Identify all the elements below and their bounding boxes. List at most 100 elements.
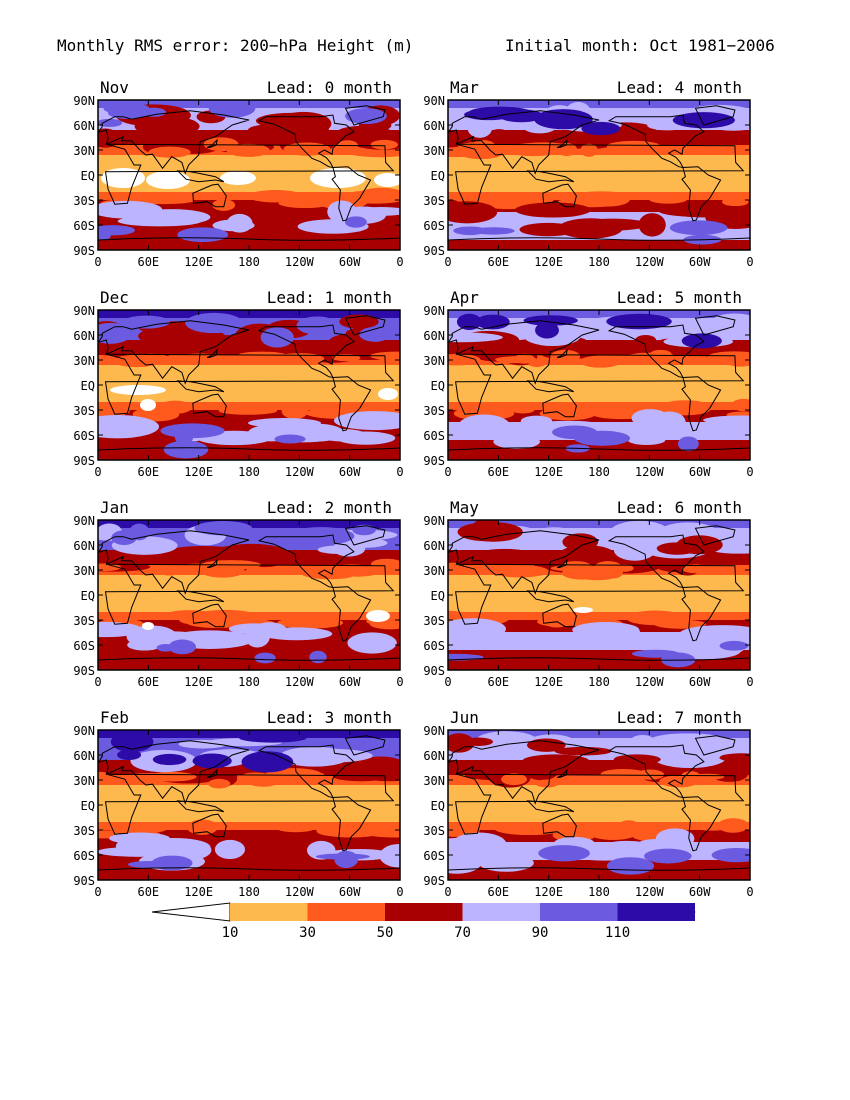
error-band — [98, 355, 400, 365]
lon-tick-label: 60E — [487, 675, 509, 689]
lon-tick-label: 60E — [487, 465, 509, 479]
error-blob — [208, 778, 231, 789]
lat-tick-label: 30N — [423, 774, 445, 788]
lat-tick-label: EQ — [81, 589, 95, 603]
error-blob — [655, 828, 695, 849]
figure-title-left: Monthly RMS error: 200−hPa Height (m) — [57, 36, 413, 55]
error-blob — [98, 322, 132, 344]
error-blob — [677, 436, 699, 452]
coastlines — [98, 105, 400, 241]
lat-tick-label: 30N — [423, 144, 445, 158]
error-blob — [501, 773, 528, 786]
error-blob — [514, 202, 591, 218]
lat-tick-label: EQ — [81, 799, 95, 813]
lat-tick-label: 90N — [423, 514, 445, 528]
colorbar-segment — [385, 903, 463, 921]
error-blob — [456, 313, 482, 331]
error-blob — [448, 733, 475, 753]
panel-month-label: Dec — [100, 288, 129, 307]
error-blob — [638, 213, 666, 237]
error-blob — [158, 567, 181, 576]
error-blob — [448, 851, 482, 874]
error-blob — [272, 529, 311, 539]
lat-tick-label: 60N — [73, 119, 95, 133]
lat-tick-label: 90S — [423, 454, 445, 468]
coastlines — [98, 315, 400, 451]
error-blob — [467, 118, 493, 138]
lat-tick-label: 90S — [423, 664, 445, 678]
error-band — [448, 860, 750, 870]
error-band — [98, 565, 400, 575]
error-blob — [99, 202, 131, 216]
lat-tick-label: EQ — [431, 169, 445, 183]
error-blob — [110, 385, 166, 395]
error-blob — [146, 171, 190, 189]
lat-tick-label: 90N — [73, 304, 95, 318]
panel-lead-label: Lead: 7 month — [617, 708, 742, 727]
error-blob — [636, 769, 665, 780]
colorbar-segment — [230, 903, 308, 921]
lon-tick-label: 120E — [184, 255, 213, 269]
lon-tick-label: 180 — [588, 885, 610, 899]
lon-tick-label: 120E — [534, 675, 563, 689]
rms-error-field — [98, 520, 400, 670]
lat-tick-label: 90S — [73, 454, 95, 468]
lon-tick-label: 60E — [487, 255, 509, 269]
lat-tick-label: 30N — [73, 144, 95, 158]
lat-tick-label: 30S — [73, 824, 95, 838]
lat-tick-label: 60N — [73, 749, 95, 763]
error-blob — [260, 327, 294, 348]
colorbar: 10 30 50 70 90 110 — [151, 902, 697, 941]
error-blob — [658, 400, 712, 416]
lat-tick-label: 90S — [423, 874, 445, 888]
lon-tick-label: 60E — [137, 885, 159, 899]
lon-tick-label: 60W — [339, 465, 361, 479]
error-blob — [596, 840, 658, 861]
lon-tick-label: 0 — [746, 885, 753, 899]
colorbar-label: 110 — [605, 925, 630, 941]
lat-tick-label: 60S — [73, 219, 95, 233]
error-blob — [535, 779, 559, 788]
lon-tick-label: 120E — [184, 465, 213, 479]
error-band — [98, 582, 400, 612]
lat-tick-label: 90S — [73, 664, 95, 678]
error-blob — [538, 845, 590, 862]
panel-lead-label: Lead: 4 month — [617, 78, 742, 97]
error-band — [98, 440, 400, 450]
error-blob — [98, 414, 159, 439]
lat-tick-label: 90N — [73, 94, 95, 108]
error-band — [98, 575, 400, 582]
lon-tick-label: 180 — [238, 255, 260, 269]
error-blob — [117, 749, 142, 761]
error-blob — [147, 771, 197, 782]
error-blob — [134, 116, 200, 137]
panel-lead-label: Lead: 6 month — [617, 498, 742, 517]
error-blob — [239, 733, 307, 743]
error-blob — [703, 415, 750, 425]
colorbar-high-arrow — [617, 903, 697, 921]
error-blob — [503, 822, 560, 835]
error-blob — [448, 618, 506, 640]
lat-tick-label: 30N — [73, 354, 95, 368]
error-blob — [274, 434, 306, 444]
lat-tick-label: 60S — [73, 849, 95, 863]
error-blob — [226, 143, 270, 157]
error-blob — [350, 149, 400, 158]
lat-tick-label: EQ — [81, 169, 95, 183]
error-blob — [613, 754, 661, 765]
error-blob — [606, 140, 661, 152]
colorbar-segment — [540, 903, 618, 921]
error-blob — [248, 418, 322, 428]
panel-month-label: Mar — [450, 78, 479, 97]
error-blob — [352, 524, 376, 536]
error-band — [98, 650, 400, 660]
error-blob — [522, 754, 589, 767]
error-blob — [366, 610, 390, 622]
error-blob — [138, 326, 213, 346]
panel-lead-label: Lead: 2 month — [267, 498, 392, 517]
error-blob — [247, 190, 304, 203]
lon-tick-label: 60W — [689, 885, 711, 899]
lon-tick-label: 180 — [238, 885, 260, 899]
error-blob — [644, 848, 692, 864]
